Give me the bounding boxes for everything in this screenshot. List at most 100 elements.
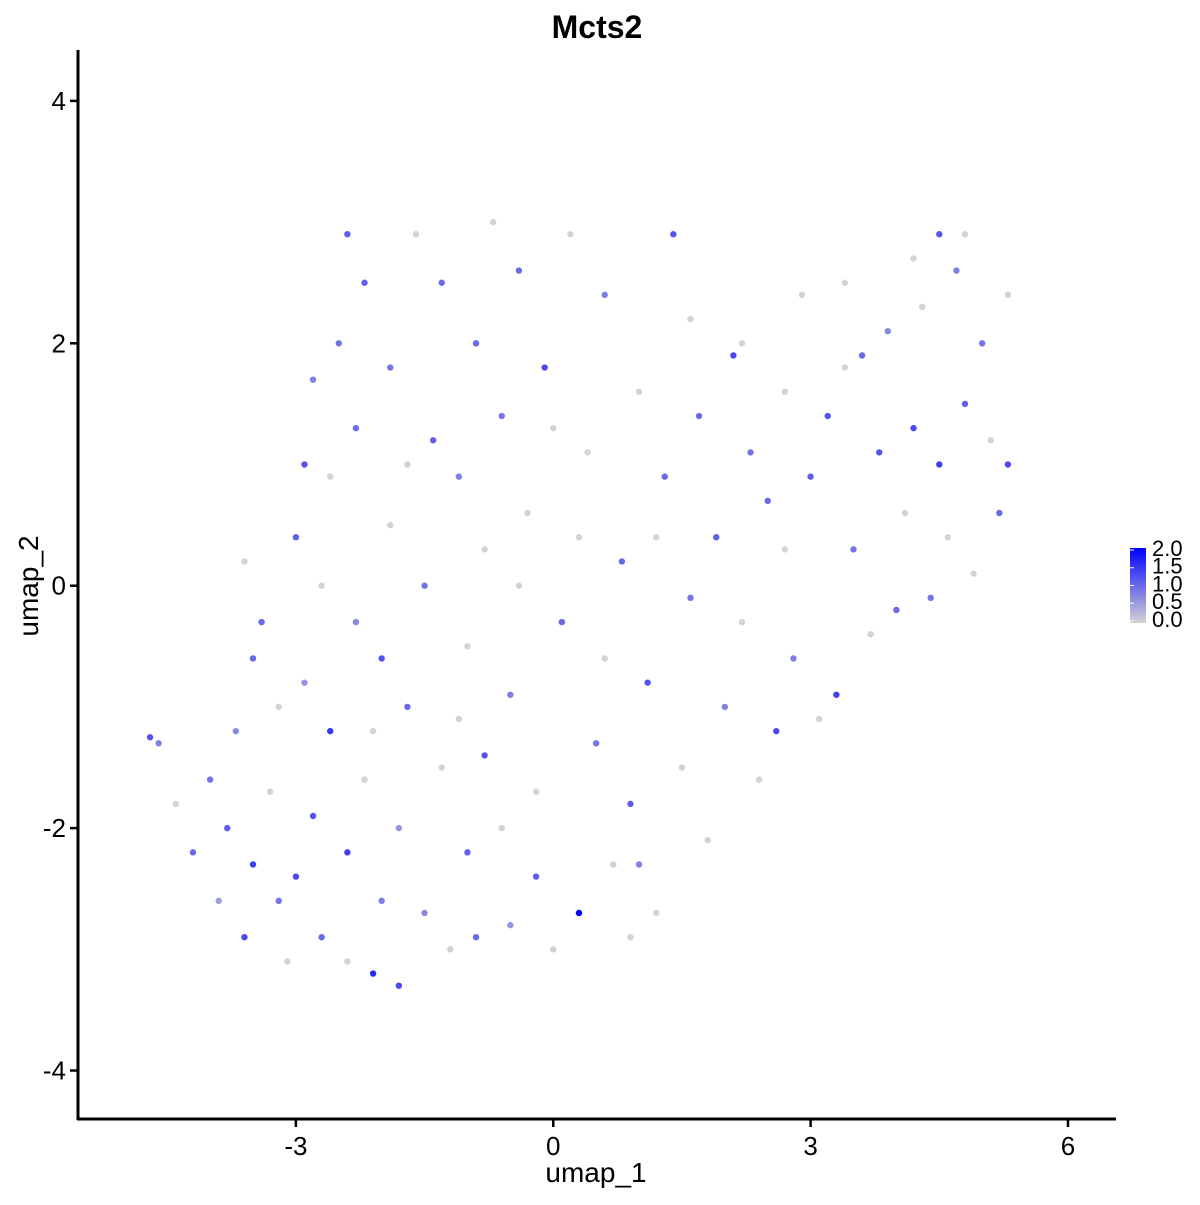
point	[670, 231, 677, 238]
point	[884, 327, 892, 335]
colorbar-tick-label: 1.5	[1152, 554, 1183, 579]
point	[266, 788, 274, 795]
point	[438, 279, 445, 286]
point	[798, 291, 806, 299]
point	[918, 303, 926, 311]
point	[395, 982, 403, 989]
point	[970, 570, 977, 577]
point	[438, 764, 445, 771]
point	[601, 291, 608, 299]
point	[507, 691, 514, 698]
point	[567, 231, 574, 238]
point	[335, 340, 342, 347]
point	[344, 231, 351, 238]
point	[387, 364, 394, 371]
point	[627, 933, 634, 941]
point	[773, 727, 780, 735]
point	[781, 546, 789, 553]
point	[858, 352, 866, 359]
point	[378, 897, 385, 905]
point	[652, 534, 660, 541]
point	[301, 679, 308, 686]
point	[301, 461, 308, 468]
point	[978, 340, 986, 347]
point	[738, 340, 746, 347]
point	[1004, 291, 1012, 299]
point	[618, 558, 626, 565]
point	[361, 776, 368, 783]
colorbar-tick-label: 0.5	[1152, 589, 1183, 614]
point	[224, 824, 231, 832]
point	[421, 909, 428, 917]
point	[515, 582, 523, 589]
y-tick-label: -2	[43, 813, 66, 843]
point	[524, 509, 531, 517]
x-tick-label: 6	[1061, 1131, 1075, 1161]
y-tick-label: 0	[52, 571, 66, 601]
point	[369, 970, 377, 977]
point	[464, 849, 471, 856]
point	[833, 691, 840, 698]
point	[472, 933, 480, 941]
point	[961, 231, 969, 238]
point	[678, 764, 686, 771]
point	[601, 655, 608, 662]
point	[867, 630, 874, 638]
point	[541, 364, 548, 371]
point	[652, 909, 660, 917]
points	[146, 218, 1012, 989]
point	[936, 231, 943, 238]
point	[713, 534, 720, 541]
point	[550, 946, 557, 953]
point	[575, 534, 583, 541]
point	[850, 546, 857, 553]
point	[498, 412, 505, 420]
point	[352, 424, 360, 432]
point	[738, 618, 746, 626]
point	[344, 849, 351, 856]
point	[876, 449, 883, 456]
point	[927, 594, 934, 602]
point	[550, 424, 557, 432]
point	[404, 703, 411, 711]
point	[472, 340, 480, 347]
point	[687, 594, 694, 602]
point	[695, 412, 703, 420]
point	[953, 267, 960, 274]
y-tick-label: 4	[52, 86, 66, 116]
point	[455, 473, 463, 480]
point	[815, 715, 823, 723]
point	[327, 727, 334, 735]
point	[532, 873, 540, 880]
point	[395, 824, 403, 832]
point	[910, 255, 917, 262]
colorbar-tick-label: 1.0	[1152, 571, 1183, 596]
point	[172, 800, 179, 808]
point	[378, 655, 385, 662]
point	[721, 703, 729, 711]
point	[215, 897, 222, 905]
point	[455, 715, 463, 723]
point	[404, 461, 411, 468]
point	[284, 958, 291, 965]
point	[309, 812, 317, 820]
point	[807, 473, 814, 480]
point	[361, 279, 368, 286]
x-tick-label: -3	[284, 1131, 307, 1161]
point	[327, 473, 334, 480]
point	[841, 364, 849, 371]
point	[275, 703, 282, 711]
point	[961, 400, 969, 408]
point	[309, 376, 317, 383]
point	[481, 752, 488, 759]
colorbar-tick-label: 0.0	[1152, 607, 1183, 632]
colorbar-tick-label: 2.0	[1152, 536, 1183, 561]
point	[515, 267, 523, 274]
point	[490, 218, 497, 226]
point	[318, 933, 325, 941]
colorbar	[1130, 548, 1146, 623]
point	[275, 897, 282, 905]
point	[704, 837, 711, 844]
point	[387, 521, 394, 529]
point	[412, 231, 420, 238]
